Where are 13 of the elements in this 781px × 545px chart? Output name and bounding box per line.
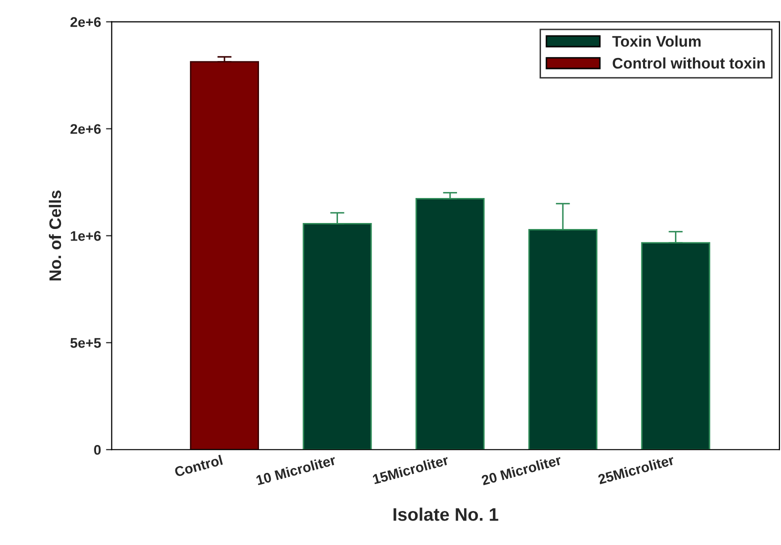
legend-label: Toxin Volum	[612, 36, 701, 47]
y-tick-label: 2e+6	[70, 124, 101, 134]
y-tick-label: 2e+6	[70, 17, 101, 27]
x-axis-title: Isolate No. 1	[394, 508, 498, 521]
legend-label: Control without toxin	[612, 57, 765, 69]
x-tick-label: 10 Microliter	[256, 454, 336, 486]
y-tick-label: 0	[94, 444, 101, 455]
bar	[190, 61, 260, 450]
x-tick-label: 20 Microliter	[480, 454, 562, 486]
x-tick-label: Control	[174, 454, 223, 477]
y-axis-title: No. of Cells	[48, 190, 62, 280]
y-tick-label: 1e+6	[70, 231, 101, 241]
y-tick-label: 5e+5	[70, 338, 101, 348]
